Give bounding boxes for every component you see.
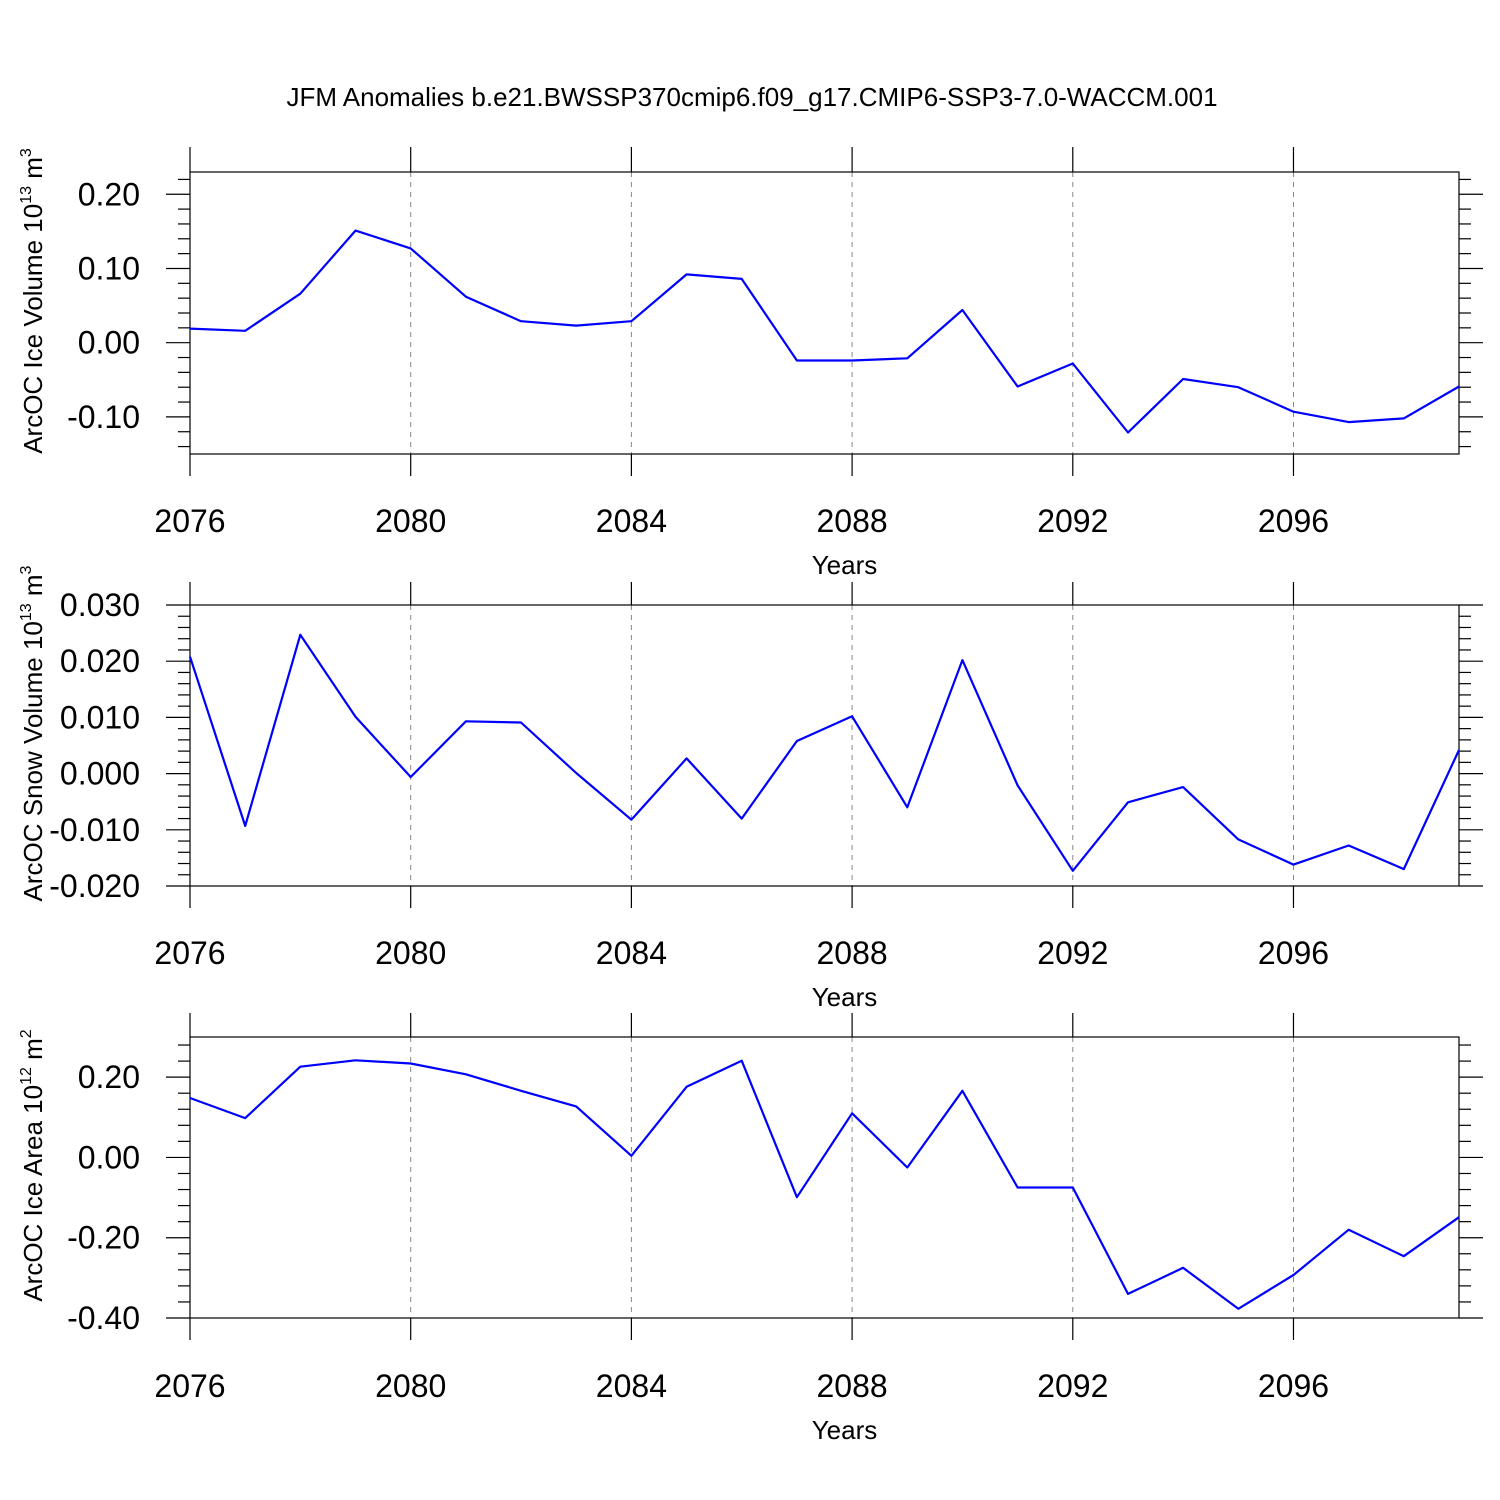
x-tick-label: 2092 — [1037, 503, 1108, 539]
panel-1: 0.20 0.10 0.00 -0.10 2076 2080 2084 2088 2092 209… — [18, 147, 1483, 580]
x-tick-label: 2096 — [1258, 1368, 1329, 1404]
y-tick-label: 0.020 — [60, 643, 140, 679]
panels-group: 0.20 0.10 0.00 -0.10 2076 2080 2084 2088 2092 209… — [18, 147, 1483, 1445]
series-line — [188, 633, 1460, 872]
x-axis-title: Years — [812, 1415, 878, 1445]
x-tick-label: 2076 — [154, 503, 225, 539]
x-tick-label: 2080 — [375, 1368, 446, 1404]
x-tick-label: 2092 — [1037, 935, 1108, 971]
x-tick-label: 2084 — [596, 935, 667, 971]
y-axis-title-unit-exponent: 2 — [18, 1029, 35, 1038]
y-tick-label: -0.40 — [67, 1300, 140, 1336]
plot-frame — [189, 1036, 1460, 1319]
y-axis-title-unit-exponent: 3 — [18, 565, 35, 574]
y-tick-label: -0.020 — [49, 868, 140, 904]
panel-2: 0.030 0.020 0.010 0.000 -0.010 -0.020 2076 2080… — [18, 565, 1483, 1012]
x-tick-label: 2080 — [375, 935, 446, 971]
y-axis-title: ArcOC Ice Volume 1013 m3 — [18, 148, 48, 454]
x-tick-label: 2088 — [816, 1368, 887, 1404]
y-axis-title-exponent: 13 — [18, 603, 35, 621]
plot-frame — [189, 604, 1460, 887]
chart-title: JFM Anomalies b.e21.BWSSP370cmip6.f09_g1… — [286, 82, 1217, 112]
y-axis-title-unit: m — [18, 1038, 48, 1067]
x-tick-label: 2096 — [1258, 935, 1329, 971]
y-tick-label: 0.030 — [60, 587, 140, 623]
y-tick-label: 0.20 — [78, 176, 140, 212]
plot-frame — [189, 171, 1460, 455]
y-tick-label: 0.00 — [78, 325, 140, 361]
y-axis-title: ArcOC Snow Volume 1013 m3 — [18, 565, 48, 901]
y-axis-title: ArcOC Ice Area 1012 m2 — [18, 1029, 48, 1301]
x-tick-label: 2080 — [375, 503, 446, 539]
y-axis-title-unit: m — [18, 574, 48, 603]
y-axis-title-main: ArcOC Snow Volume 10 — [18, 621, 48, 901]
y-axis-title-main: ArcOC Ice Area 10 — [18, 1085, 48, 1302]
series-line — [189, 1059, 1460, 1310]
y-tick-label: 0.000 — [60, 756, 140, 792]
x-tick-label: 2088 — [816, 503, 887, 539]
x-tick-label: 2084 — [596, 1368, 667, 1404]
x-axis-title: Years — [812, 550, 878, 580]
y-tick-label: 0.20 — [78, 1059, 140, 1095]
x-tick-label: 2084 — [596, 503, 667, 539]
y-tick-label: 0.00 — [78, 1139, 140, 1175]
y-tick-label: -0.10 — [67, 399, 140, 435]
x-tick-label: 2092 — [1037, 1368, 1108, 1404]
y-tick-label: 0.10 — [78, 250, 140, 286]
series-line — [189, 229, 1460, 434]
x-tick-label: 2088 — [816, 935, 887, 971]
panel-3: 0.20 0.00 -0.20 -0.40 2076 2080 2084 2088 2092 20… — [18, 1013, 1483, 1445]
y-tick-label: -0.010 — [49, 812, 140, 848]
y-axis-title-main: ArcOC Ice Volume 10 — [18, 204, 48, 454]
y-axis-title-unit-exponent: 3 — [18, 148, 35, 157]
x-tick-label: 2076 — [154, 1368, 225, 1404]
x-axis-title: Years — [812, 982, 878, 1012]
x-tick-label: 2076 — [154, 935, 225, 971]
y-tick-label: -0.20 — [67, 1220, 140, 1256]
y-axis-title-unit: m — [18, 157, 48, 186]
y-tick-label: 0.010 — [60, 699, 140, 735]
y-axis-title-exponent: 12 — [18, 1067, 35, 1085]
x-tick-label: 2096 — [1258, 503, 1329, 539]
y-axis-title-exponent: 13 — [18, 186, 35, 204]
